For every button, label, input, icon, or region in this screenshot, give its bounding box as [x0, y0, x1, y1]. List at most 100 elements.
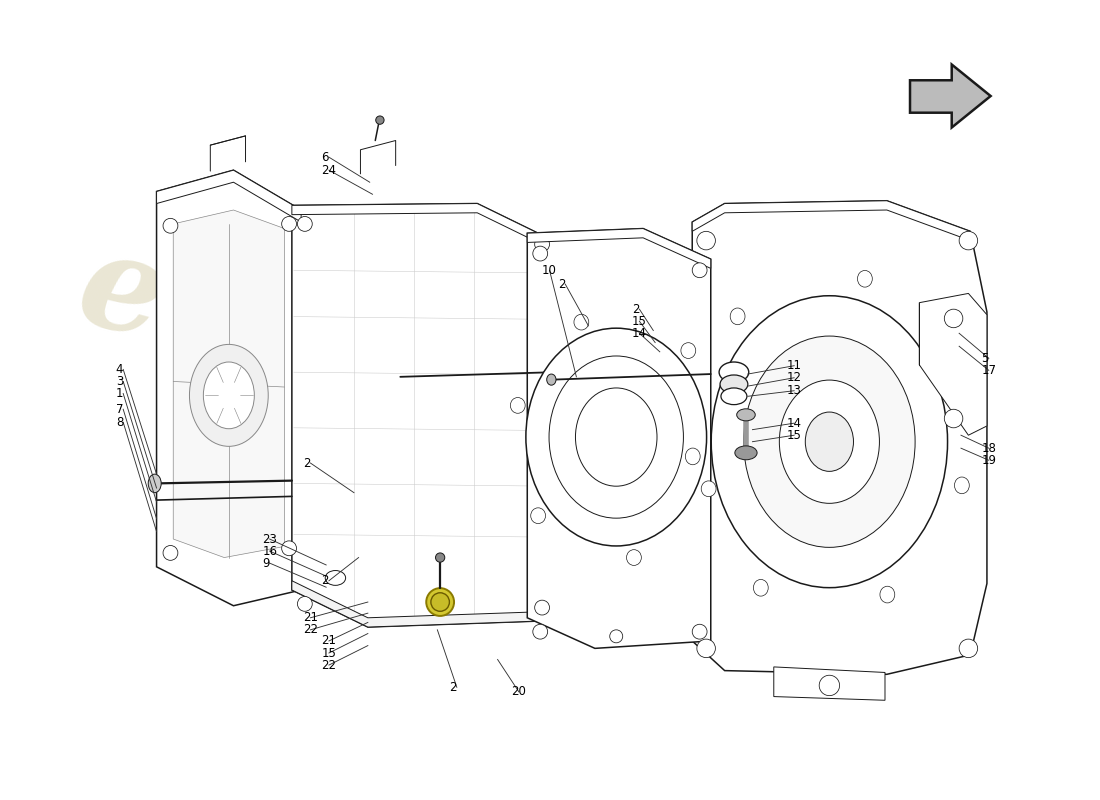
Ellipse shape [526, 328, 706, 546]
Polygon shape [292, 203, 553, 627]
Text: 10: 10 [542, 264, 557, 277]
Text: 16: 16 [262, 545, 277, 558]
Ellipse shape [685, 448, 701, 465]
Ellipse shape [575, 388, 657, 486]
Text: 22: 22 [321, 658, 337, 671]
Ellipse shape [719, 362, 749, 382]
Ellipse shape [535, 600, 550, 615]
Ellipse shape [944, 410, 962, 428]
Ellipse shape [282, 217, 297, 231]
Ellipse shape [534, 394, 573, 434]
Text: 1: 1 [116, 387, 123, 400]
Text: 2: 2 [450, 681, 456, 694]
Text: 23: 23 [262, 533, 277, 546]
Ellipse shape [163, 218, 178, 233]
Polygon shape [920, 294, 987, 435]
Text: 17: 17 [981, 364, 997, 377]
Ellipse shape [754, 579, 768, 596]
Ellipse shape [282, 541, 297, 556]
Ellipse shape [820, 675, 839, 696]
Text: 21: 21 [321, 634, 337, 647]
Ellipse shape [326, 570, 345, 586]
Ellipse shape [549, 356, 683, 518]
Ellipse shape [297, 597, 312, 611]
Ellipse shape [697, 231, 715, 250]
Text: 13: 13 [786, 384, 802, 398]
Ellipse shape [959, 231, 978, 250]
Ellipse shape [701, 481, 716, 497]
Ellipse shape [950, 376, 966, 392]
Text: 19: 19 [981, 454, 997, 466]
Text: 15: 15 [321, 646, 337, 659]
Ellipse shape [510, 398, 525, 414]
Polygon shape [156, 170, 301, 606]
Ellipse shape [574, 314, 589, 330]
Ellipse shape [189, 344, 268, 446]
Ellipse shape [148, 474, 162, 493]
Text: 5: 5 [981, 352, 989, 365]
Ellipse shape [805, 412, 854, 471]
Text: 2: 2 [558, 278, 565, 290]
Ellipse shape [720, 388, 747, 405]
Text: 8: 8 [116, 416, 123, 429]
Ellipse shape [204, 362, 254, 429]
Text: 24: 24 [321, 164, 337, 177]
Ellipse shape [735, 446, 757, 460]
Text: 6: 6 [321, 150, 329, 164]
Text: a passion for parts: a passion for parts [251, 386, 615, 517]
Ellipse shape [163, 546, 178, 560]
Text: 085: 085 [735, 358, 854, 433]
Polygon shape [910, 65, 991, 127]
Text: 15: 15 [632, 314, 647, 328]
Polygon shape [292, 581, 553, 627]
Ellipse shape [712, 296, 947, 588]
Ellipse shape [697, 639, 715, 658]
Ellipse shape [944, 309, 962, 328]
Text: 22: 22 [302, 623, 318, 636]
Polygon shape [773, 667, 886, 700]
Ellipse shape [530, 508, 546, 523]
Ellipse shape [858, 270, 872, 287]
Text: europcares: europcares [65, 222, 893, 560]
Ellipse shape [376, 116, 384, 124]
Ellipse shape [692, 263, 707, 278]
Ellipse shape [532, 624, 548, 639]
Ellipse shape [532, 246, 548, 261]
Ellipse shape [737, 409, 756, 421]
Ellipse shape [426, 588, 454, 616]
Text: 7: 7 [116, 402, 123, 416]
Ellipse shape [744, 336, 915, 547]
Polygon shape [173, 210, 285, 558]
Ellipse shape [547, 374, 556, 385]
Ellipse shape [681, 342, 695, 358]
Ellipse shape [779, 380, 879, 503]
Text: 9: 9 [262, 557, 270, 570]
Polygon shape [156, 170, 301, 222]
Ellipse shape [535, 237, 550, 252]
Text: 12: 12 [786, 371, 802, 384]
Text: 14: 14 [786, 417, 802, 430]
Text: 2: 2 [632, 302, 639, 316]
Ellipse shape [955, 477, 969, 494]
Ellipse shape [880, 586, 894, 603]
Ellipse shape [720, 375, 748, 394]
Ellipse shape [692, 624, 707, 639]
Text: 14: 14 [632, 326, 647, 340]
Text: 20: 20 [512, 686, 527, 698]
Polygon shape [292, 203, 553, 250]
Ellipse shape [297, 217, 312, 231]
Ellipse shape [627, 550, 641, 566]
Polygon shape [692, 201, 987, 674]
Polygon shape [527, 229, 711, 648]
Text: 2: 2 [321, 574, 329, 587]
Ellipse shape [959, 639, 978, 658]
Polygon shape [527, 229, 711, 269]
Ellipse shape [730, 308, 745, 325]
Ellipse shape [609, 630, 623, 643]
Text: 11: 11 [786, 359, 802, 372]
Text: 4: 4 [116, 363, 123, 376]
Text: 15: 15 [786, 429, 802, 442]
Ellipse shape [431, 593, 450, 611]
Text: 2: 2 [302, 457, 310, 470]
Polygon shape [692, 201, 970, 241]
